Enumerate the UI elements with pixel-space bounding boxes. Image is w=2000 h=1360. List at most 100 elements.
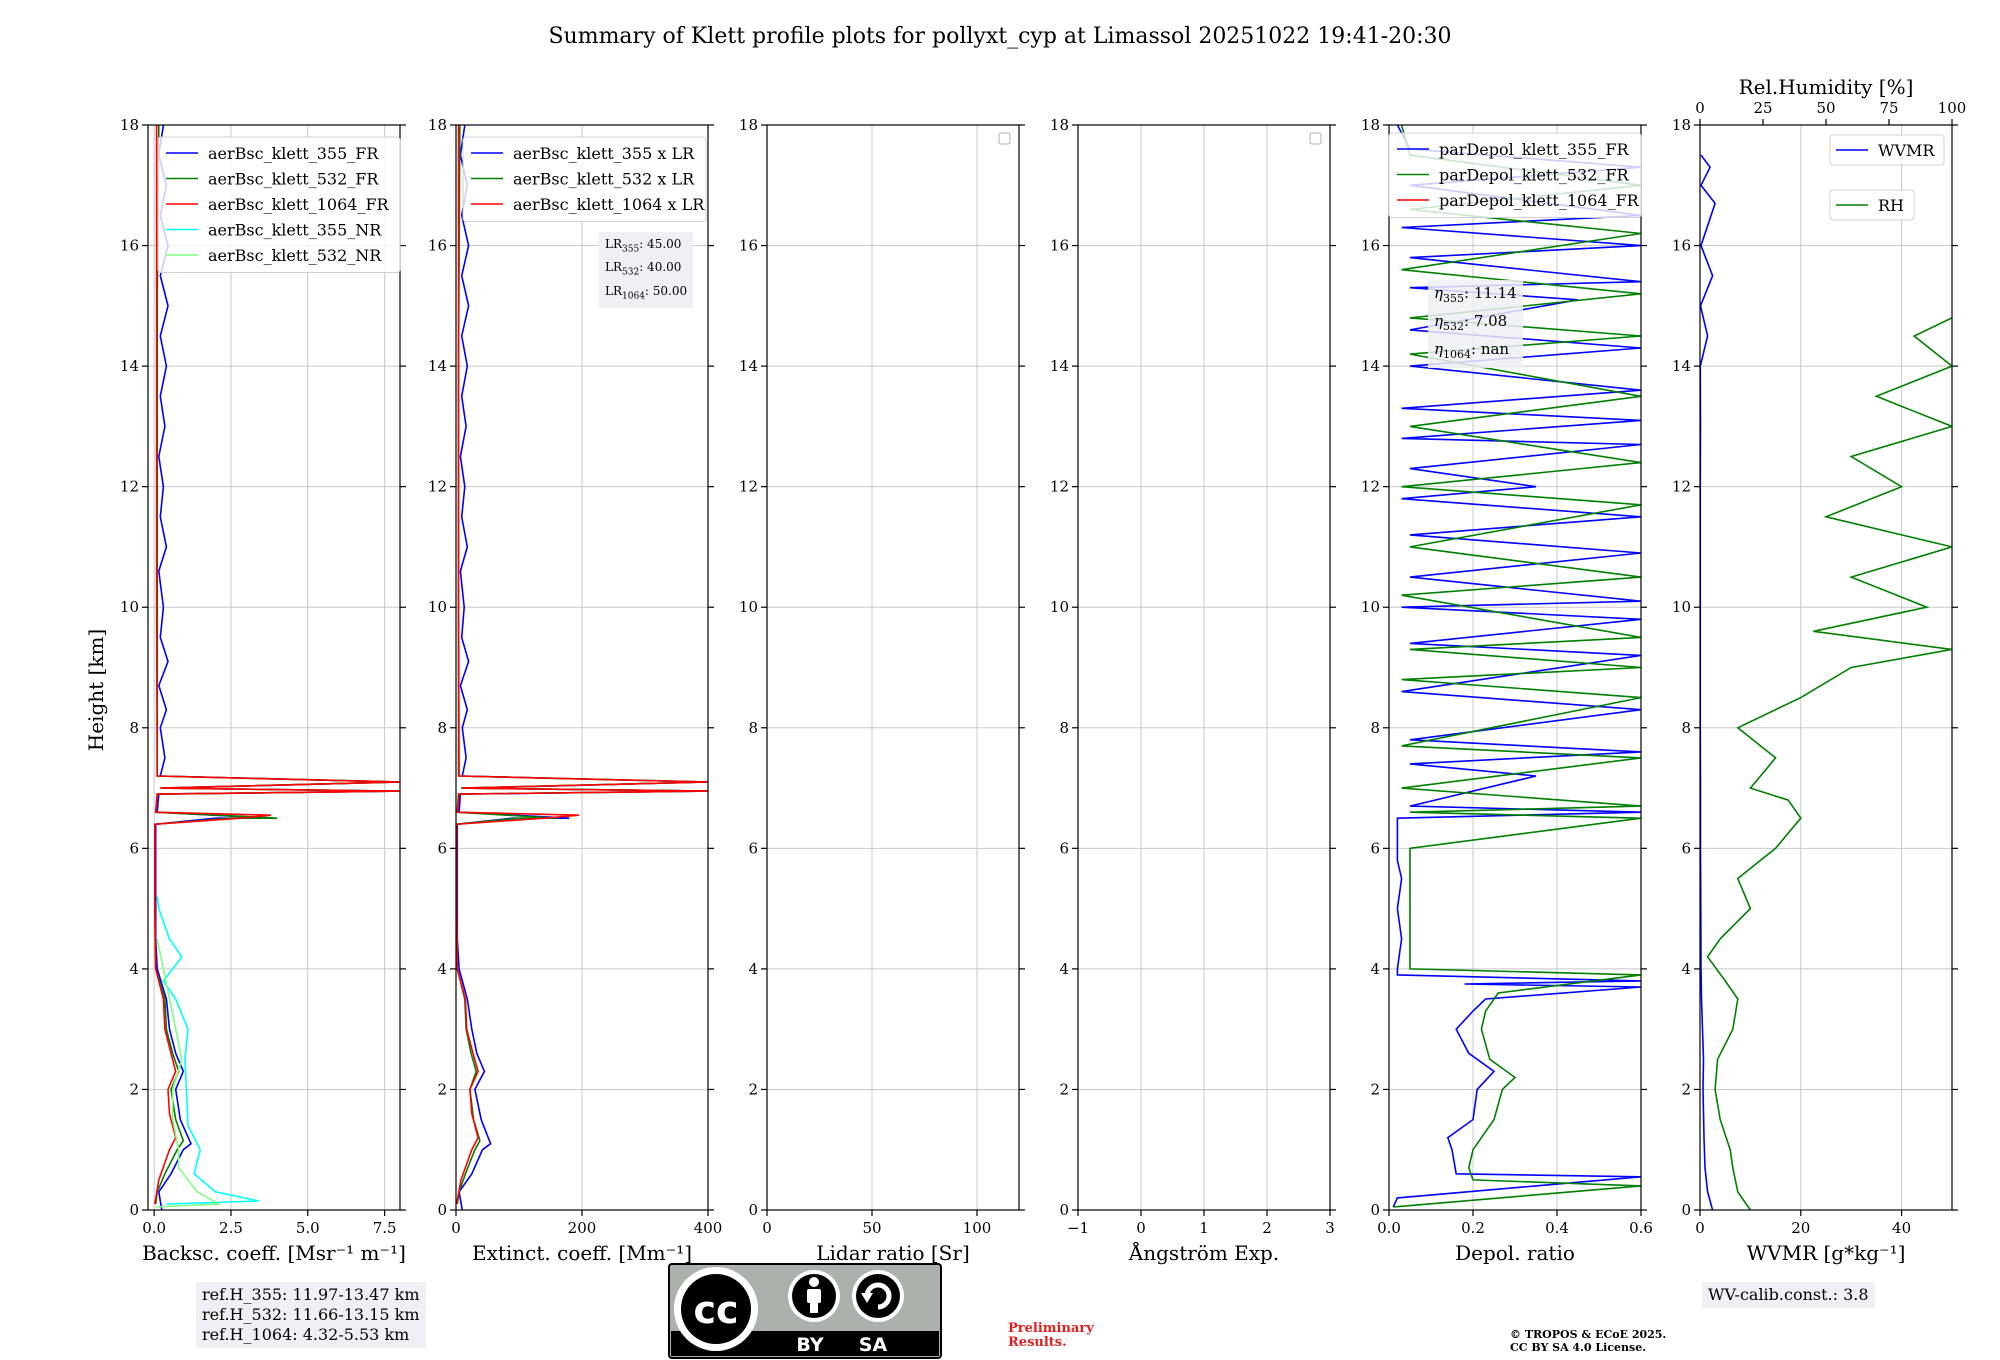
- y-tick-label: 6: [1370, 839, 1380, 857]
- axes-frame: [1388, 124, 1642, 1211]
- y-tick-label: 6: [748, 839, 758, 857]
- legend-label: parDepol_klett_1064_FR: [1439, 191, 1640, 210]
- attribution-icon: [788, 1270, 840, 1322]
- y-tick-label: 12: [428, 478, 447, 496]
- lr-value-532: : 40.00: [639, 260, 682, 275]
- y-tick-label: 2: [1681, 1080, 1691, 1098]
- y-tick-label: 10: [1361, 598, 1380, 616]
- y-tick-label: 8: [748, 719, 758, 737]
- y-tick-label: 14: [428, 357, 447, 375]
- y-tick-label: 10: [1672, 598, 1691, 616]
- y-tick-label: 16: [1050, 237, 1069, 255]
- legend-label: aerBsc_klett_355_FR: [208, 144, 379, 163]
- lr-label-355: LR: [605, 237, 623, 251]
- y-tick-label: 18: [739, 116, 758, 134]
- y-tick-label: 0: [437, 1201, 447, 1219]
- cc-by-label: BY: [796, 1334, 823, 1356]
- y-tick-label: 4: [748, 960, 758, 978]
- y-tick-label: 2: [1370, 1080, 1380, 1098]
- series-line-aerBsc_klett_1064 x LR: [456, 125, 708, 1205]
- series-group: [1700, 154, 1952, 1210]
- x-tick-label: 0: [1136, 1219, 1146, 1237]
- legend-box: [1829, 189, 1915, 221]
- x-axis-label: Backsc. coeff. [Msr⁻¹ m⁻¹]: [142, 1241, 406, 1265]
- top-x-tick-label: 100: [1938, 99, 1967, 117]
- wv-calibration-text: WV-calib.const.: 3.8: [1708, 1285, 1869, 1304]
- x-tick-label: 100: [963, 1219, 992, 1237]
- x-tick-label: 200: [568, 1219, 597, 1237]
- y-tick-label: 10: [1050, 598, 1069, 616]
- ref-height-1064: ref.H_1064: 4.32-5.53 km: [202, 1325, 410, 1344]
- y-tick-label: 8: [1059, 719, 1069, 737]
- empty-legend: [998, 132, 1011, 145]
- y-tick-label: 8: [1370, 719, 1380, 737]
- lr-value-355: : 45.00: [639, 237, 682, 251]
- lr-value-1064: : 50.00: [644, 283, 688, 298]
- top-x-tick-label: 50: [1816, 99, 1835, 117]
- x-axis-label: Ångström Exp.: [1128, 1240, 1279, 1265]
- x-tick-label: 0.2: [1461, 1219, 1485, 1237]
- legend-label: parDepol_klett_532_FR: [1439, 166, 1630, 185]
- lr-label-1064: LR: [605, 283, 623, 298]
- y-tick-label: 18: [1050, 116, 1069, 134]
- series-line-aerBsc_klett_532_FR: [154, 125, 400, 1205]
- legend-label: aerBsc_klett_355 x LR: [513, 144, 695, 163]
- y-tick-label: 2: [748, 1080, 758, 1098]
- reference-height-box: ref.H_355: 11.97-13.47 km ref.H_532: 11.…: [196, 1282, 426, 1348]
- top-x-tick-label: 25: [1753, 99, 1772, 117]
- y-tick-label: 16: [739, 237, 758, 255]
- y-tick-label: 0: [129, 1201, 139, 1219]
- y-tick-label: 18: [120, 116, 139, 134]
- empty-legend: [1309, 132, 1322, 145]
- y-tick-label: 18: [1361, 116, 1380, 134]
- y-tick-label: 2: [437, 1080, 447, 1098]
- series-line-aerBsc_klett_532_NR: [155, 938, 222, 1208]
- axes-frame: [1699, 124, 1953, 1211]
- legend-label: aerBsc_klett_355_NR: [208, 221, 382, 240]
- cc-sa-label: SA: [859, 1334, 888, 1356]
- x-tick-label: 0: [1695, 1219, 1705, 1237]
- lr-label-532: LR: [605, 260, 623, 275]
- eta-value-1064: : nan: [1471, 340, 1510, 358]
- series-line-WVMR: [1700, 154, 1716, 1210]
- legend-box: [157, 136, 401, 273]
- legend-box: [1829, 134, 1945, 166]
- x-axis-label: Depol. ratio: [1455, 1241, 1575, 1265]
- y-tick-label: 0: [1059, 1201, 1069, 1219]
- lidar-ratio-box: LR355: 45.00 LR532: 40.00 LR1064: 50.00: [599, 232, 694, 309]
- y-tick-label: 2: [129, 1080, 139, 1098]
- eta-sub-532: 532: [1443, 320, 1464, 333]
- eta-sub-1064: 1064: [1443, 348, 1471, 361]
- top-x-tick-label: 75: [1879, 99, 1898, 117]
- y-tick-label: 6: [437, 839, 447, 857]
- axes-frame: [147, 124, 401, 1211]
- legend-label: RH: [1878, 196, 1904, 215]
- x-axis-label: Extinct. coeff. [Mm⁻¹]: [472, 1241, 692, 1265]
- eta-value-532: : 7.08: [1464, 312, 1508, 330]
- x-tick-label: 0.6: [1629, 1219, 1653, 1237]
- panel-5: 0.0 0.2 0.4 0.6 0 2 4 6 8 10 12 14 16 18 Depol. ratio p…: [1361, 116, 1653, 1265]
- y-tick-label: 12: [120, 478, 139, 496]
- copyright-line1: © TROPOS & ECoE 2025.: [1510, 1328, 1667, 1341]
- y-tick-label: 6: [129, 839, 139, 857]
- eta-symbol-532: η: [1434, 312, 1443, 330]
- eta-symbol-355: η: [1434, 284, 1443, 302]
- axes-frame: [766, 124, 1020, 1211]
- series-group: [154, 125, 400, 1210]
- preliminary-note: Preliminary Results.: [1008, 1322, 1094, 1350]
- x-tick-label: 3: [1325, 1219, 1335, 1237]
- y-tick-label: 16: [1672, 237, 1691, 255]
- series-line-aerBsc_klett_355_FR: [154, 125, 400, 1210]
- x-tick-label: 2: [1262, 1219, 1272, 1237]
- top-x-axis-label: Rel.Humidity [%]: [1739, 75, 1914, 99]
- y-tick-label: 16: [428, 237, 447, 255]
- ref-height-532: ref.H_532: 11.66-13.15 km: [202, 1305, 420, 1324]
- series-line-RH: [1706, 317, 1952, 1210]
- y-tick-label: 0: [1681, 1201, 1691, 1219]
- x-axis-label: Lidar ratio [Sr]: [816, 1241, 970, 1265]
- legend-label: aerBsc_klett_532_FR: [208, 170, 379, 189]
- legend-label: parDepol_klett_355_FR: [1439, 140, 1630, 159]
- copyright-line2: CC BY SA 4.0 License.: [1510, 1341, 1647, 1354]
